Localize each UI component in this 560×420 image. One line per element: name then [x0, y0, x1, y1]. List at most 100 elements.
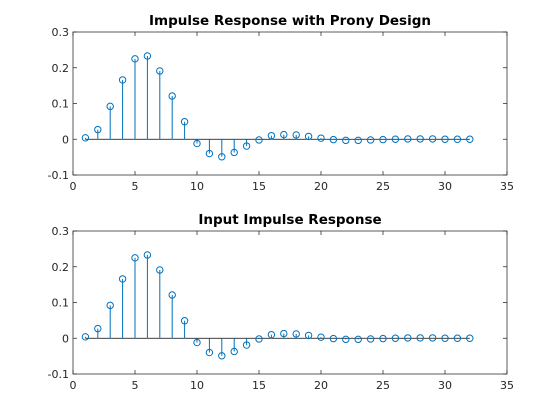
bottom-stem-marker	[255, 335, 263, 343]
bottom-y-tick-label: 0	[62, 332, 69, 345]
bottom-x-tick-label: 35	[500, 379, 514, 392]
bottom-stem-marker	[267, 330, 276, 339]
top-stem-marker	[428, 135, 437, 143]
top-stem-marker	[354, 136, 362, 145]
top-stem-marker	[416, 135, 424, 143]
top-stem-marker	[94, 125, 102, 134]
bottom-stem-marker	[230, 347, 238, 356]
bottom-stem-marker	[193, 338, 201, 347]
bottom-stem-marker	[304, 331, 313, 340]
bottom-stem-marker	[404, 334, 412, 342]
bottom-stem-marker	[441, 334, 449, 342]
top-stem-marker	[218, 153, 226, 161]
bottom-stem-marker	[379, 334, 387, 343]
bottom-x-tick-label: 10	[190, 379, 204, 392]
top-stem-marker	[230, 148, 238, 157]
top-x-tick-label: 10	[190, 180, 204, 193]
bottom-stem-marker	[180, 317, 189, 325]
bottom-stem-marker	[118, 275, 127, 283]
bottom-y-tick-label: 0.1	[52, 297, 70, 310]
bottom-stem-marker	[205, 348, 214, 357]
bottom-chart-title: Input Impulse Response	[198, 212, 381, 228]
top-stem-marker	[267, 131, 276, 140]
top-stem-marker	[168, 92, 176, 100]
top-stem-marker	[143, 52, 152, 60]
bottom-axes-frame	[72, 230, 508, 375]
bottom-stem-marker	[342, 335, 350, 344]
bottom-stem-marker	[366, 335, 375, 343]
top-chart-title: Impulse Response with Prony Design	[149, 13, 431, 29]
bottom-stem-marker	[466, 334, 474, 342]
bottom-x-tick-label: 20	[314, 379, 328, 392]
bottom-stem-marker	[280, 329, 288, 338]
bottom-stem-marker	[106, 301, 114, 310]
top-stem-marker	[453, 135, 462, 143]
bottom-x-tick-label: 15	[252, 379, 266, 392]
top-y-tick-label: 0	[62, 133, 69, 146]
bottom-stem-marker	[242, 341, 251, 349]
bottom-y-tick-label: 0.2	[52, 261, 70, 274]
bottom-stem-marker	[131, 254, 139, 262]
top-stem-marker	[317, 134, 325, 142]
bottom-x-tick-label: 25	[376, 379, 390, 392]
top-stem-marker	[391, 135, 400, 143]
top-x-tick-label: 35	[500, 180, 514, 193]
top-x-tick-label: 30	[438, 180, 452, 193]
top-stem-marker	[106, 102, 114, 111]
top-stem-marker	[292, 131, 300, 139]
top-stem-marker	[280, 130, 288, 139]
top-stem-marker	[193, 139, 201, 148]
top-stem-marker	[441, 135, 449, 143]
bottom-subplot: Input Impulse Response 0 5 10 15 20 25 30 35 -0.…	[48, 212, 514, 392]
top-x-tick-label: 20	[314, 180, 328, 193]
top-stem-marker	[81, 134, 90, 142]
bottom-y-tick-label: -0.1	[48, 368, 69, 381]
top-stem-marker	[466, 135, 474, 143]
bottom-stem-marker	[143, 251, 152, 259]
bottom-stem-marker	[94, 324, 102, 333]
top-subplot: Impulse Response with Prony Design 0 5 10 1…	[48, 13, 514, 193]
bottom-stem-marker	[354, 335, 362, 344]
bottom-stem-marker	[156, 266, 164, 274]
top-stem-marker	[242, 142, 251, 150]
top-stem-marker	[131, 55, 139, 63]
top-stem-marker	[379, 135, 387, 144]
top-stem-marker	[329, 135, 338, 144]
bottom-x-tick-label: 5	[132, 379, 139, 392]
top-stem-marker	[156, 67, 164, 75]
top-stem-marker	[118, 76, 127, 84]
bottom-stem-marker	[453, 334, 462, 342]
bottom-stem-marker	[292, 330, 300, 338]
bottom-stem-marker	[317, 333, 325, 341]
top-y-tick-label: -0.1	[48, 169, 69, 182]
bottom-stem-marker	[391, 334, 400, 342]
top-stem-marker	[404, 135, 412, 143]
top-stem-marker	[180, 118, 189, 126]
top-stem-marker	[205, 149, 214, 158]
top-y-tick-label: 0.3	[52, 26, 70, 39]
bottom-stem-series	[81, 251, 474, 360]
top-x-tick-label: 25	[376, 180, 390, 193]
bottom-stem-marker	[168, 291, 176, 299]
bottom-stem-marker	[218, 352, 226, 360]
bottom-stem-marker	[416, 334, 424, 342]
top-stem-marker	[304, 132, 313, 141]
top-stem-marker	[366, 136, 375, 144]
top-axes-frame	[72, 31, 508, 176]
top-y-tick-label: 0.1	[52, 98, 70, 111]
bottom-stem-marker	[428, 334, 437, 342]
bottom-stem-marker	[329, 334, 338, 343]
top-x-tick-label: 15	[252, 180, 266, 193]
bottom-stem-marker	[81, 333, 90, 341]
top-stem-marker	[342, 136, 350, 145]
bottom-x-tick-label: 0	[70, 379, 77, 392]
bottom-axis-ticks: 0 5 10 15 20 25 30 35-0.100.10.20.3	[48, 225, 514, 392]
bottom-y-tick-label: 0.3	[52, 225, 70, 238]
top-x-tick-label: 5	[132, 180, 139, 193]
top-axis-ticks: 0 5 10 15 20 25 30 35-0.100.10.20.3	[48, 26, 514, 193]
bottom-x-tick-label: 30	[438, 379, 452, 392]
top-x-tick-label: 0	[70, 180, 77, 193]
top-y-tick-label: 0.2	[52, 62, 70, 75]
top-stem-marker	[255, 136, 263, 144]
